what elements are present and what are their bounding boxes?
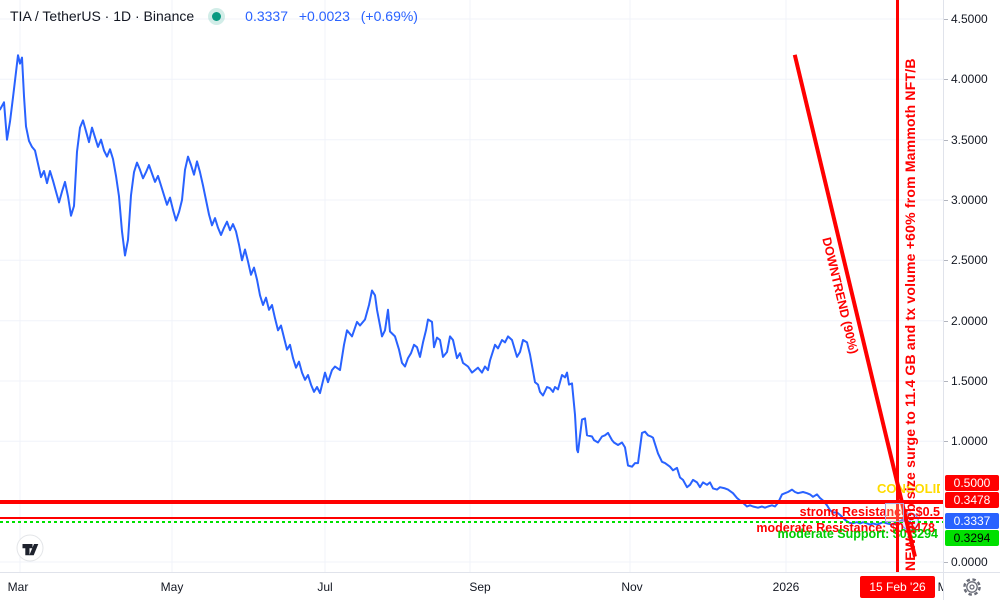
price-scale[interactable]: 4.5000 4.0000 3.5000 3.0000 2.5000 2.0000 1.50… <box>943 0 1000 572</box>
tradingview-logo-icon <box>16 534 44 562</box>
event-date-badge: 15 Feb '26 <box>860 576 935 598</box>
time-tick-label-2026: 2026 <box>772 580 800 594</box>
time-tick-label-Sep: Sep <box>469 580 491 594</box>
symbol-title[interactable]: TIA / TetherUS · 1D · Binance <box>10 8 195 24</box>
time-tick-label-Mar: Mar <box>7 580 29 594</box>
price-tick-label: 4.0000 <box>944 72 988 87</box>
level-line-2[interactable] <box>0 521 943 524</box>
change-abs: +0.0023 <box>298 8 350 24</box>
symbol-header: TIA / TetherUS · 1D · Binance 0.3337 +0.… <box>10 8 425 24</box>
consolidation-label: CONSOLIDATION <box>877 481 940 496</box>
price-tick-label: 1.5000 <box>944 374 988 388</box>
level-line-1[interactable] <box>0 517 943 519</box>
price-tick-label: 3.0000 <box>944 193 988 207</box>
price-tick-label: 3.5000 <box>944 132 988 147</box>
chart-pane[interactable]: CONSOLIDATION strong Resistance: $0.5 mo… <box>0 0 943 572</box>
time-tick-label-Nov: Nov <box>621 580 643 594</box>
gear-icon[interactable] <box>962 577 982 597</box>
price-tick-label: 1.0000 <box>944 434 988 449</box>
quote-values: 0.3337 +0.0023 (+0.69%) <box>245 8 425 24</box>
event-annotation-label: NEW blob size surge to 11.4 GB and tx vo… <box>902 58 918 571</box>
price-tick-label: 0.0000 <box>944 555 988 569</box>
time-tick-label-May: May <box>160 580 184 594</box>
price-tick-label: 4.5000 <box>944 12 988 26</box>
vertical-event-line[interactable] <box>896 0 899 572</box>
last-price: 0.3337 <box>245 8 288 24</box>
drawing-selection-box[interactable] <box>885 503 904 522</box>
time-scale[interactable]: Mar May Jul Sep Nov 2026 Mar 15 Feb '26 <box>0 572 943 600</box>
price-tick-label: 2.5000 <box>944 253 988 268</box>
price-tick-label: 2.0000 <box>944 313 988 328</box>
price-badge-0.3478: 0.3478 <box>945 492 999 508</box>
price-line-chart[interactable] <box>0 0 943 572</box>
market-status-dot-icon <box>212 11 222 21</box>
level-line-0[interactable] <box>0 499 943 504</box>
time-tick-label-Jul: Jul <box>317 580 333 594</box>
price-badge-0.5000: 0.5000 <box>945 475 999 491</box>
change-pct: (+0.69%) <box>360 8 418 24</box>
strong-resistance-label: strong Resistance: $0.5 <box>799 505 940 519</box>
moderate-resistance-label: moderate Resistance: $0.3478 <box>756 521 935 535</box>
tradingview-logo[interactable] <box>16 534 44 562</box>
price-badge-0.3294: 0.3294 <box>945 530 999 546</box>
scale-settings-corner <box>943 572 1000 600</box>
time-tick-label-Mar: Mar <box>938 580 943 594</box>
price-badge-0.3337: 0.3337 <box>945 513 999 529</box>
